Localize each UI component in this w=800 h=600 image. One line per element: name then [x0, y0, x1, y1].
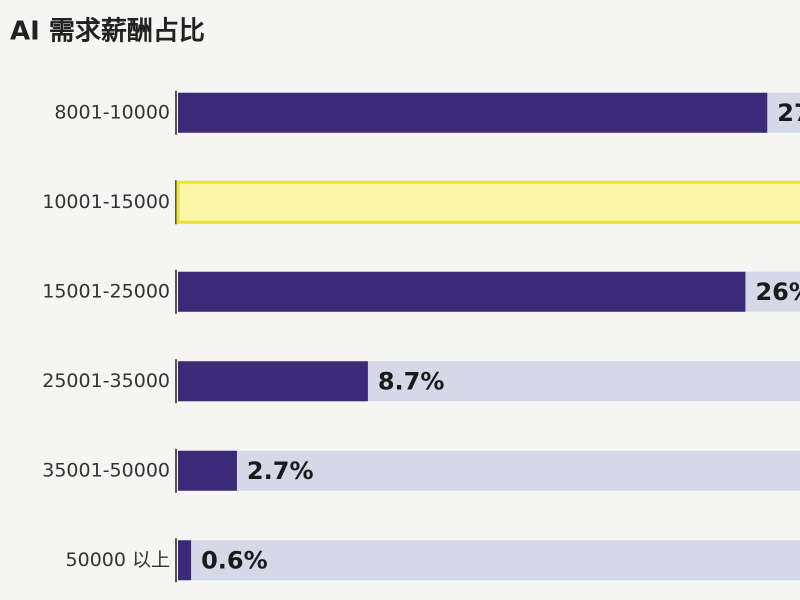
axis-line: [175, 538, 177, 583]
axis-line: [175, 180, 177, 225]
axis-line: [175, 269, 177, 314]
category-label: 8001-10000: [54, 101, 170, 123]
value-label: 27%: [777, 99, 800, 127]
value-label: 8.7%: [378, 367, 445, 395]
value-label: 2.7%: [247, 457, 314, 485]
bar: [176, 180, 800, 224]
axis-line: [175, 90, 177, 135]
bar-track: [178, 450, 800, 491]
category-label: 15001-25000: [42, 280, 170, 302]
category-label: 35001-50000: [42, 459, 170, 481]
value-label: 26%: [755, 278, 800, 306]
chart-title: AI 需求薪酬占比: [10, 17, 205, 47]
value-label: 0.6%: [201, 546, 268, 574]
category-label: 50000 以上: [66, 549, 170, 571]
bar: [178, 450, 237, 491]
bar-track: [178, 540, 800, 581]
axis-line: [175, 448, 177, 493]
category-label: 25001-35000: [42, 370, 170, 392]
bar: [178, 271, 746, 312]
bar: [178, 540, 192, 581]
bar: [178, 92, 768, 133]
axis-line: [175, 359, 177, 404]
category-label: 10001-15000: [42, 191, 170, 213]
bar: [178, 361, 368, 402]
